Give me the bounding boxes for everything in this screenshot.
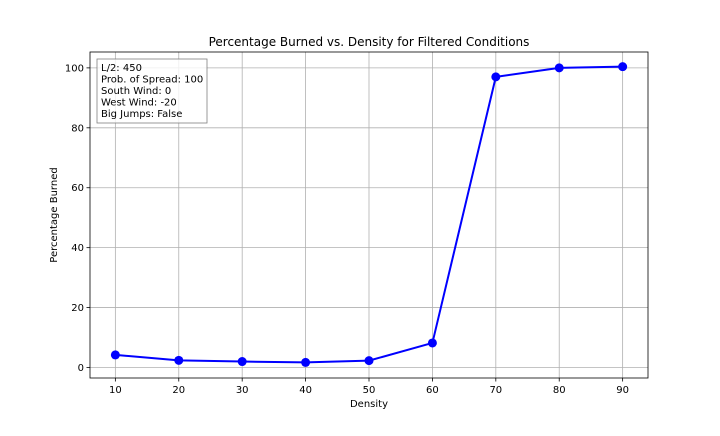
grid [90, 52, 648, 378]
x-tick-label: 90 [616, 385, 629, 396]
annotation-line: Prob. of Spread: 100 [101, 75, 203, 86]
y-tick-label: 100 [65, 63, 84, 74]
data-point [110, 350, 120, 360]
x-tick-label: 30 [236, 385, 249, 396]
y-tick-label: 80 [71, 123, 84, 134]
x-tick-label: 50 [363, 385, 376, 396]
data-point [301, 357, 311, 367]
axis-ticks: 10 20 30 40 50 60 70 80 90 0 20 40 60 80 100 [65, 63, 629, 396]
x-tick-label: 20 [172, 385, 185, 396]
x-tick-label: 10 [109, 385, 122, 396]
y-tick-label: 0 [78, 363, 84, 374]
data-point [554, 63, 564, 73]
x-tick-label: 70 [489, 385, 502, 396]
annotation-line: Big Jumps: False [101, 109, 182, 120]
data-point [618, 62, 628, 72]
x-tick-label: 40 [299, 385, 312, 396]
y-tick-label: 60 [71, 183, 84, 194]
x-tick-label: 60 [426, 385, 439, 396]
series [110, 62, 628, 367]
annotation-line: South Wind: 0 [101, 86, 171, 97]
annotation-box: L/2: 450 Prob. of Spread: 100 South Wind… [96, 58, 208, 124]
data-point [174, 355, 184, 365]
chart-title: Percentage Burned vs. Density for Filter… [209, 35, 530, 49]
y-axis-label: Percentage Burned [49, 167, 60, 262]
x-axis-label: Density [350, 399, 388, 410]
data-point [364, 356, 374, 366]
annotation-line: L/2: 450 [101, 63, 142, 74]
y-tick-label: 20 [71, 303, 84, 314]
y-tick-label: 40 [71, 243, 84, 254]
data-point [427, 338, 437, 348]
x-tick-label: 80 [553, 385, 566, 396]
data-point [491, 72, 501, 82]
annotation-box-frame [96, 58, 208, 124]
data-point [237, 357, 247, 367]
annotation-line: West Wind: -20 [101, 98, 177, 109]
